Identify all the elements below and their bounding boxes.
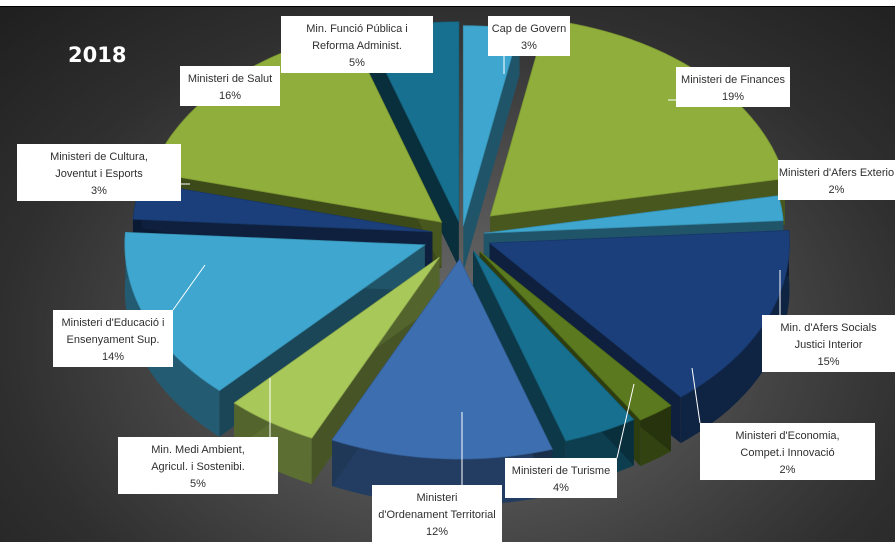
pie-slice-side [124, 232, 220, 437]
slice-label: Ministeri de Finances [681, 74, 785, 86]
pie-slice [331, 258, 553, 460]
pie-slice-side [680, 230, 790, 444]
slice-value-label: 15% [817, 356, 839, 368]
callout-leader-line [172, 264, 206, 311]
slice-label: Ministeri d'Educació i Ensenyament Sup. [62, 317, 165, 346]
slice-label: Ministeri de Salut [188, 73, 272, 85]
slice-label: Ministeri d'Afers Exterio [779, 167, 894, 179]
top-border [0, 0, 895, 7]
callout-leader-line [616, 383, 635, 459]
slice-value-label: 16% [219, 90, 241, 102]
slice-value-label: 19% [722, 91, 744, 103]
pie-slice-wall [463, 29, 520, 272]
slice-value-label: 4% [553, 482, 569, 494]
slice-label-line: Ensenyament Sup. [67, 334, 160, 346]
slice-value-label: 12% [426, 526, 448, 538]
callout-box [676, 67, 790, 107]
slice-label: Min. d'Afers Socials Justici Interior [780, 322, 877, 351]
slice-label-line: Compet.i Innovació [740, 447, 834, 459]
slice-label-line: Ministeri de Cultura, [50, 151, 148, 163]
callout-box [700, 423, 875, 480]
slice-label-line: Ministeri de Salut [188, 73, 272, 85]
pie-slice [472, 250, 635, 442]
slice-label-line: Ministeri de Turisme [512, 465, 610, 477]
slice-label-line: Justici Interior [795, 339, 863, 351]
callout-box [762, 315, 895, 372]
slice-label-line: Ministeri d'Educació i [62, 317, 165, 329]
callout-box [488, 16, 570, 56]
slice-label-line: Ministeri d'Afers Exterio [779, 167, 894, 179]
slice-label: Ministeri de Turisme [512, 465, 610, 477]
callout-box [180, 66, 280, 106]
pie-slice-wall [473, 250, 566, 487]
callout-box [53, 310, 173, 367]
slice-label: Min. Funció Pública i Reforma Administ. [306, 23, 408, 52]
slice-label: Min. Medi Ambient, Agricul. i Sostenibi. [151, 444, 245, 473]
slice-label: Ministeri de Cultura, Joventut i Esports [50, 151, 148, 180]
slice-label-line: d'Ordenament Territorial [378, 509, 495, 521]
slice-label-line: Cap de Govern [492, 23, 567, 35]
slice-value-label: 2% [829, 184, 845, 196]
slice-label: Ministeri d'Economia, Compet.i Innovació [735, 430, 839, 459]
slice-label: Cap de Govern [492, 23, 567, 35]
slice-label-line: Min. d'Afers Socials [780, 322, 877, 334]
slice-label-line: Reforma Administ. [312, 40, 402, 52]
slice-label-line: Joventut i Esports [55, 168, 143, 180]
slice-label-line: Min. Medi Ambient, [151, 444, 245, 456]
callout-box [118, 437, 278, 494]
slice-label: Ministeri d'Ordenament Territorial [378, 492, 495, 521]
callout-box [372, 485, 502, 542]
chart-title: 2018 [68, 43, 126, 67]
slice-label-line: Min. Funció Pública i [306, 23, 408, 35]
callout-box [281, 16, 433, 73]
slice-label-line: Ministeri de Finances [681, 74, 785, 86]
callout-leader-lines [172, 56, 781, 485]
pie-slice [233, 256, 440, 439]
callout-leader-line [691, 367, 701, 424]
callout-box [505, 458, 617, 498]
pie-slice-wall [366, 31, 459, 268]
slice-value-label: 14% [102, 351, 124, 363]
pie-slice [479, 250, 672, 421]
pie-slice-tops [124, 19, 790, 460]
callout-box [17, 144, 181, 201]
slice-value-label: 3% [521, 40, 537, 52]
slice-label-line: Ministeri d'Economia, [735, 430, 839, 442]
slice-value-label: 5% [349, 57, 365, 69]
callout-labels: Cap de Govern 3% Ministeri de Finances 19% M… [17, 16, 895, 542]
callout-box [778, 160, 895, 200]
slice-value-label: 2% [780, 464, 796, 476]
slice-label-line: Agricul. i Sostenibi. [151, 461, 245, 473]
slice-label-line: Ministeri [417, 492, 458, 504]
slice-value-label: 5% [190, 478, 206, 490]
slice-value-label: 3% [91, 185, 107, 197]
